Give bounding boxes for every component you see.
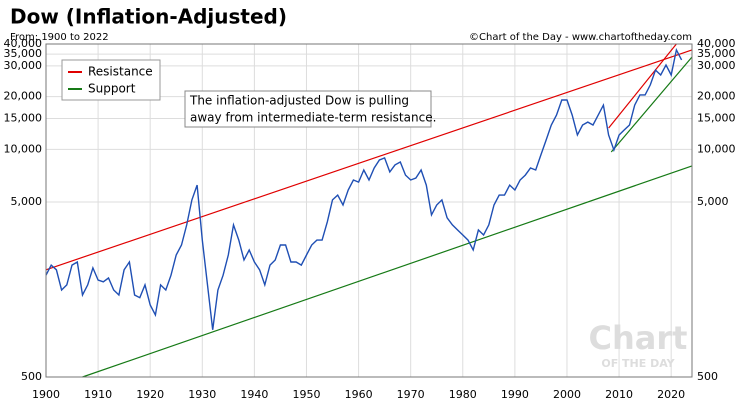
x-tick-label: 1940	[240, 388, 268, 401]
y2-tick-label: 30,000	[697, 59, 736, 72]
y-tick-label: 15,000	[4, 112, 43, 125]
y-tick-label: 20,000	[4, 90, 43, 103]
y-tick-label: 10,000	[4, 142, 43, 155]
x-tick-label: 2010	[605, 388, 633, 401]
x-tick-label: 1930	[188, 388, 216, 401]
y-tick-label: 40,000	[4, 37, 43, 50]
y-tick-label: 500	[21, 370, 42, 383]
x-tick-label: 1910	[84, 388, 112, 401]
legend-label: Support	[88, 82, 136, 96]
y-tick-label: 30,000	[4, 59, 43, 72]
y2-tick-label: 500	[697, 370, 718, 383]
x-tick-label: 1980	[449, 388, 477, 401]
data-line	[45, 47, 683, 330]
trend-line	[45, 49, 693, 271]
annotation: The inflation-adjusted Dow is pulling	[189, 94, 409, 108]
watermark: OF THE DAY	[601, 357, 675, 370]
x-tick-label: 1970	[397, 388, 425, 401]
trend-line	[610, 56, 693, 153]
legend	[61, 59, 161, 101]
x-tick-label: 1900	[32, 388, 60, 401]
x-tick-label: 1920	[136, 388, 164, 401]
y-tick-label: 35,000	[4, 47, 43, 60]
y2-tick-label: 35,000	[697, 47, 736, 60]
legend-items: Resistance Support	[68, 65, 153, 96]
annotation: away from intermediate-term resistance.	[190, 111, 436, 125]
source: ©Chart of the Day - www.chartoftheday.co…	[469, 32, 692, 43]
y2-tick-label: 10,000	[697, 142, 736, 155]
x-tick-label: 1950	[292, 388, 320, 401]
x-tick-label: 2020	[657, 388, 685, 401]
legend-label: Resistance	[88, 65, 153, 79]
chart-title: Dow (Inflation-Adjusted)	[10, 5, 287, 29]
chart-subtitle: From: 1900 to 2022	[10, 32, 109, 43]
y-tick-label: 5,000	[11, 195, 43, 208]
annotation-box	[184, 90, 432, 128]
marks	[45, 43, 693, 378]
y2-tick-label: 5,000	[697, 195, 729, 208]
trend-line	[608, 43, 677, 129]
x-tick-label: 1990	[501, 388, 529, 401]
watermark: Chart	[589, 319, 688, 357]
y2-tick-label: 40,000	[697, 37, 736, 50]
y2-tick-label: 15,000	[697, 112, 736, 125]
x-tick-label: 1960	[345, 388, 373, 401]
plot-frame	[45, 43, 693, 378]
x-tick-label: 2000	[553, 388, 581, 401]
trend-line	[82, 165, 693, 378]
y2-tick-label: 20,000	[697, 90, 736, 103]
